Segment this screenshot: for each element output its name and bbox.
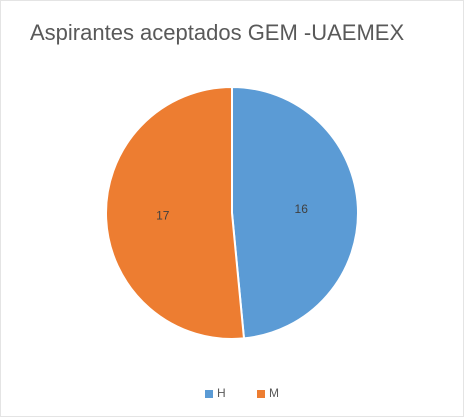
legend-label: M (269, 386, 279, 400)
data-label: 16 (295, 202, 309, 216)
chart-title: Aspirantes aceptados GEM -UAEMEX (30, 20, 404, 45)
legend-swatch (257, 390, 265, 398)
legend-swatch (205, 390, 213, 398)
pie-slice (231, 85, 359, 340)
pie-slice (105, 85, 246, 340)
data-label: 17 (156, 208, 170, 222)
legend-label: H (217, 386, 226, 400)
